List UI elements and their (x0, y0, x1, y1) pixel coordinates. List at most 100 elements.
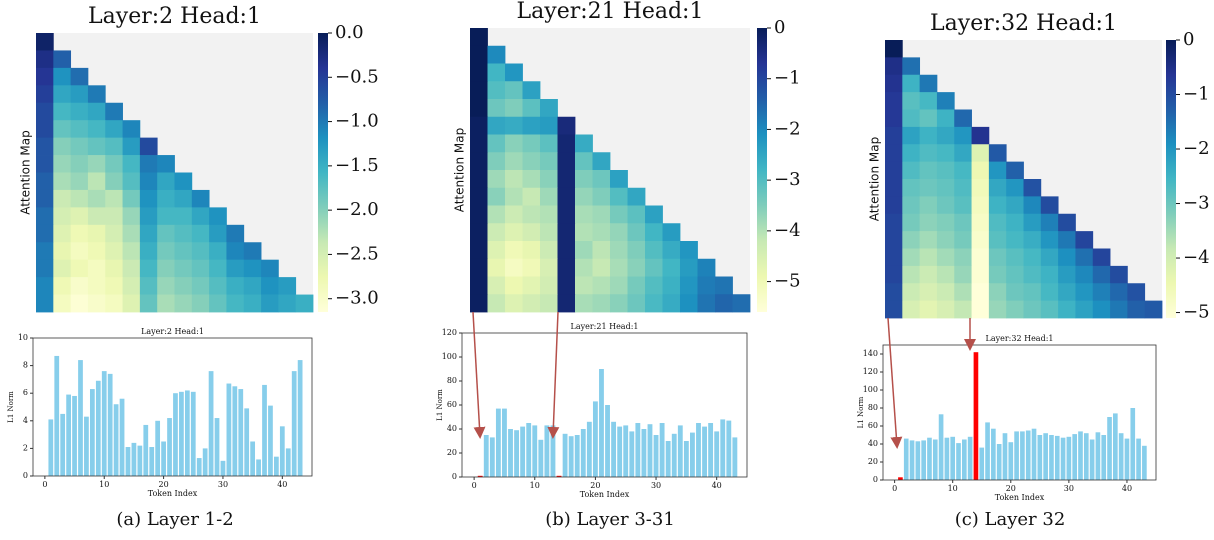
y-tick-label: 100 (442, 352, 457, 361)
heatmap-cell (87, 294, 106, 313)
bar (1136, 438, 1141, 480)
heatmap-cell (919, 300, 938, 319)
bar (1060, 437, 1066, 480)
heatmap-cell (627, 241, 646, 260)
heatmap-cell (36, 277, 54, 295)
heatmap-cell (902, 126, 921, 145)
heatmap-cell (902, 231, 921, 249)
heatmap-cell (157, 189, 175, 208)
bar (956, 443, 961, 480)
bar (279, 426, 285, 476)
bar (991, 428, 996, 480)
heatmap-cell (53, 172, 72, 191)
heatmap-cell (278, 294, 297, 313)
x-tick-label: 40 (1122, 484, 1132, 493)
heatmap-cell (105, 294, 123, 313)
heatmap-cell (902, 74, 921, 93)
heatmap-cell (470, 205, 488, 224)
heatmap-cell (36, 50, 54, 69)
heatmap-cell (988, 196, 1007, 215)
bar (1130, 408, 1136, 480)
bar (915, 441, 921, 480)
heatmap-cell (105, 120, 123, 139)
heatmap-cell (87, 224, 106, 243)
heatmap-cell (70, 85, 89, 104)
heatmap-cell (209, 294, 227, 313)
heatmap-cell (902, 248, 921, 267)
heatmap-cell (157, 277, 175, 295)
heatmap-cell (70, 259, 89, 278)
heatmap-cell (1110, 265, 1128, 284)
heatmap-cell (1006, 161, 1024, 180)
heatmap-cell (557, 241, 576, 260)
heatmap-cell (610, 294, 628, 313)
colorbar (757, 28, 767, 312)
heatmap-cell (470, 99, 488, 118)
heatmap-cell (919, 161, 938, 180)
bar (131, 442, 137, 476)
heatmap-cell (936, 161, 955, 180)
bar (720, 419, 726, 477)
heatmap-cell (954, 248, 972, 267)
heatmap-cell (505, 170, 523, 189)
heatmap-cell (36, 172, 54, 191)
heatmap-cell (902, 57, 921, 76)
bar (921, 440, 926, 480)
heatmap-cell (70, 120, 89, 139)
heatmap-cell (540, 152, 558, 171)
heatmap-cell (971, 300, 990, 319)
heatmap-cell (954, 300, 972, 319)
bar (599, 369, 604, 477)
bar (60, 413, 66, 476)
heatmap-cell (191, 207, 210, 226)
heatmap-cell (1127, 300, 1146, 319)
y-tick-label: 140 (863, 349, 878, 358)
bar (244, 408, 250, 476)
heatmap-cell (1058, 265, 1076, 284)
heatmap-cell (105, 224, 123, 243)
heatmap-cell (645, 258, 663, 277)
x-axis-label: Token Index (995, 493, 1045, 502)
heatmap-cell (36, 120, 54, 139)
colorbar-tick-label: −4 (774, 220, 801, 241)
bar (226, 383, 232, 476)
heatmap-cell (988, 283, 1007, 302)
heatmap-cell (243, 242, 262, 261)
y-tick-label: 40 (868, 439, 878, 448)
heatmap-cell (575, 241, 593, 260)
heatmap-cell (522, 170, 541, 189)
heatmap-cell (1075, 300, 1094, 319)
bar (586, 421, 592, 477)
heatmap-cell (87, 172, 106, 191)
heatmap-cell (53, 137, 72, 156)
heatmap-cell (1092, 300, 1111, 319)
heatmap-cell (919, 109, 938, 128)
chart-title: Layer:32 Head:1 (930, 11, 1117, 36)
heatmap-cell (36, 242, 54, 261)
heatmap-cell (191, 277, 210, 295)
x-axis-label: Token Index (148, 489, 198, 498)
bar (544, 425, 550, 477)
heatmap-cell (680, 294, 698, 313)
heatmap-cell (575, 134, 593, 153)
heatmap-cell (902, 196, 921, 215)
bar (635, 423, 641, 477)
heatmap-cell (936, 265, 955, 284)
heatmap-cell (226, 242, 245, 261)
heatmap-cell (278, 277, 297, 295)
x-tick-label: 40 (712, 481, 722, 490)
heatmap-cell (1058, 283, 1076, 302)
y-tick-label: 80 (868, 403, 878, 412)
heatmap-cell (1023, 196, 1042, 215)
bar (1043, 433, 1048, 480)
heatmap-cell (988, 213, 1007, 232)
heatmap-cell (902, 92, 921, 110)
bar (647, 424, 653, 477)
colorbar-tick-label: −2 (774, 118, 801, 139)
heatmap-cell (87, 85, 106, 104)
heatmap-cell (1058, 248, 1076, 267)
heatmap-cell (105, 155, 123, 173)
colorbar-tick-label: −0.5 (335, 66, 379, 87)
heatmap-cell (122, 224, 141, 243)
heatmap-cell (522, 152, 541, 171)
